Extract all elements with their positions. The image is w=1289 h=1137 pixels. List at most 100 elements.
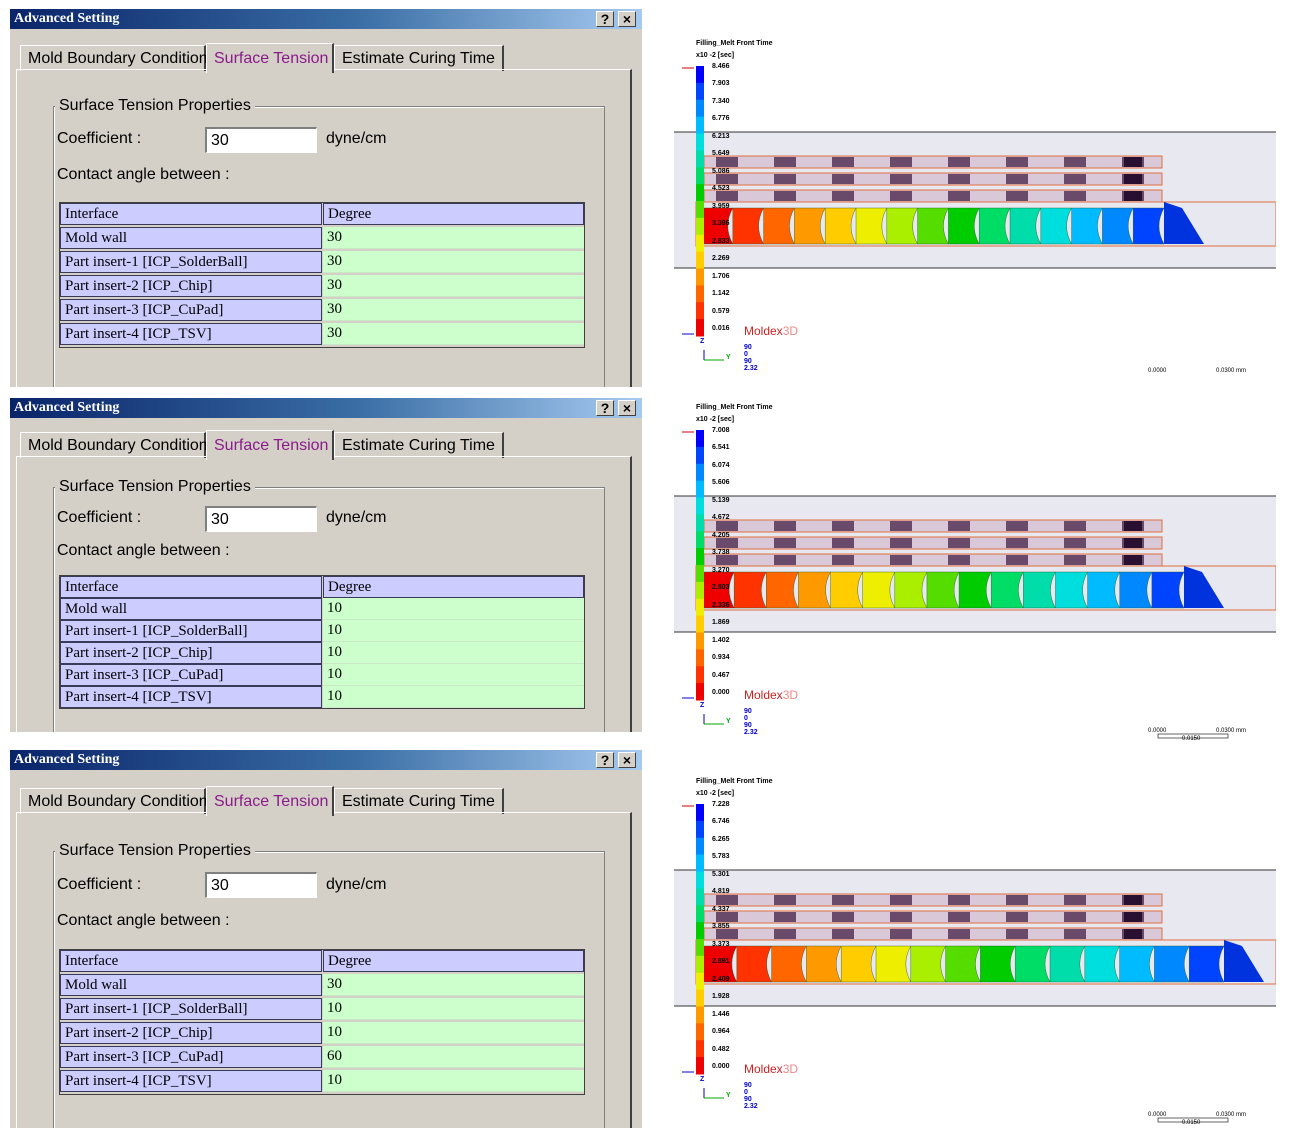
legend-swatch [696,1006,704,1024]
tab-mold-boundary-condition[interactable]: Mold Boundary Condition [20,788,208,814]
solder-pad [1006,895,1028,905]
chip-layer [703,189,1163,203]
tab-surface-tension[interactable]: Surface Tension [206,430,334,460]
coefficient-input[interactable] [205,872,317,898]
solder-pad [890,929,912,939]
degree-cell[interactable]: 10 [323,620,584,642]
surface-tension-group [53,487,605,732]
solder-pad [774,895,796,905]
dialog-title: Advanced Setting [14,752,120,767]
degree-cell[interactable]: 30 [323,251,584,273]
tab-panel: Surface Tension Properties Coefficient :… [16,456,632,732]
scale-bar [1157,1117,1229,1123]
solder-pad [774,521,796,531]
legend-tick-label: 0.482 [712,1045,730,1053]
help-button[interactable]: ? [596,11,614,27]
tsv-block [1124,929,1142,939]
tsv-block [1124,555,1142,565]
melt-front-contour [830,571,864,609]
degree-cell[interactable]: 10 [323,686,584,708]
degree-cell[interactable]: 30 [323,323,584,345]
title-bar[interactable]: Advanced Setting ? × [10,9,642,29]
close-button[interactable]: × [618,11,636,27]
table-row: Part insert-1 [ICP_SolderBall] 30 [60,251,584,275]
coefficient-input[interactable] [205,506,317,532]
legend-tick-label: 2.833 [712,237,730,245]
help-button[interactable]: ? [596,400,614,416]
title-bar[interactable]: Advanced Setting ? × [10,398,642,418]
degree-cell[interactable]: 10 [323,642,584,664]
legend-swatch [696,116,704,134]
tab-estimate-curing-time[interactable]: Estimate Curing Time [334,45,504,71]
chip-layer [703,893,1163,907]
solder-pad [1006,929,1028,939]
melt-front-contour [991,571,1024,609]
legend-swatch [696,1040,704,1058]
interface-name: Part insert-3 [ICP_CuPad] [60,664,322,686]
melt-front-contour [875,945,912,983]
mesh-canvas [674,804,1276,1123]
degree-cell[interactable]: 30 [323,974,584,996]
tab-mold-boundary-condition[interactable]: Mold Boundary Condition [20,45,208,71]
legend-tick-label: 0.000 [712,689,730,696]
tab-estimate-curing-time[interactable]: Estimate Curing Time [334,788,504,814]
close-button[interactable]: × [618,400,636,416]
solder-pad [774,174,796,184]
melt-front-contour [958,571,992,609]
moldex3d-logo: Moldex3D [744,324,798,338]
melt-front-contour [806,945,842,983]
result-title: Filling_Melt Front Time [696,404,773,411]
axis-z-label: Z [700,702,705,709]
degree-cell[interactable]: 10 [323,664,584,686]
legend-tick-label: 3.396 [712,220,730,228]
legend-swatch [696,430,704,448]
advanced-setting-dialog: Advanced Setting ? × Mold Boundary Condi… [10,750,642,1128]
legend-tick-label: 0.000 [712,1063,730,1070]
melt-front-contour [1023,571,1056,609]
melt-front-contour [1087,571,1121,609]
legend-tick-label: 7.228 [712,801,730,808]
logo-text: Moldex [744,1062,783,1076]
solder-pad [1006,538,1028,548]
title-bar[interactable]: Advanced Setting ? × [10,750,642,770]
advanced-setting-dialog: Advanced Setting ? × Mold Boundary Condi… [10,9,642,387]
legend-swatch [696,514,704,532]
legend-swatch [696,989,704,1007]
help-button[interactable]: ? [596,752,614,768]
degree-cell[interactable]: 10 [323,1070,584,1092]
legend-swatch [696,939,704,957]
solder-pad [1064,912,1086,922]
degree-cell[interactable]: 10 [323,998,584,1020]
group-title: Surface Tension Properties [55,97,255,115]
header-degree: Degree [323,950,584,972]
tab-estimate-curing-time[interactable]: Estimate Curing Time [334,432,504,458]
legend-tick-label: 5.783 [712,853,730,861]
table-row: Part insert-3 [ICP_CuPad] 10 [60,664,584,686]
legend-swatch [696,804,704,822]
coefficient-label: Coefficient : [57,509,142,526]
scale-mid-label: 0.0150 [1182,1120,1201,1126]
legend-tick-label: 1.928 [712,993,730,1001]
close-button[interactable]: × [618,752,636,768]
melt-front-contour [1133,207,1165,245]
legend-tick-label: 3.270 [712,566,730,574]
degree-cell[interactable]: 10 [323,1022,584,1044]
tsv-block [1124,895,1142,905]
tab-surface-tension[interactable]: Surface Tension [206,43,334,73]
degree-cell[interactable]: 10 [323,598,584,620]
mesh-canvas [674,430,1276,739]
degree-cell[interactable]: 30 [323,227,584,249]
contact-angle-label: Contact angle between : [57,166,230,183]
solder-pad [1064,191,1086,201]
coefficient-input[interactable] [205,127,317,153]
degree-cell[interactable]: 60 [323,1046,584,1068]
solder-pad [832,912,854,922]
solder-pad [948,555,970,565]
tab-mold-boundary-condition[interactable]: Mold Boundary Condition [20,432,208,458]
degree-cell[interactable]: 30 [323,275,584,297]
tab-surface-tension[interactable]: Surface Tension [206,786,334,816]
legend-swatch [696,820,704,839]
degree-cell[interactable]: 30 [323,299,584,321]
view-angle-value: 90 [744,708,752,715]
logo-text: Moldex [744,688,783,702]
